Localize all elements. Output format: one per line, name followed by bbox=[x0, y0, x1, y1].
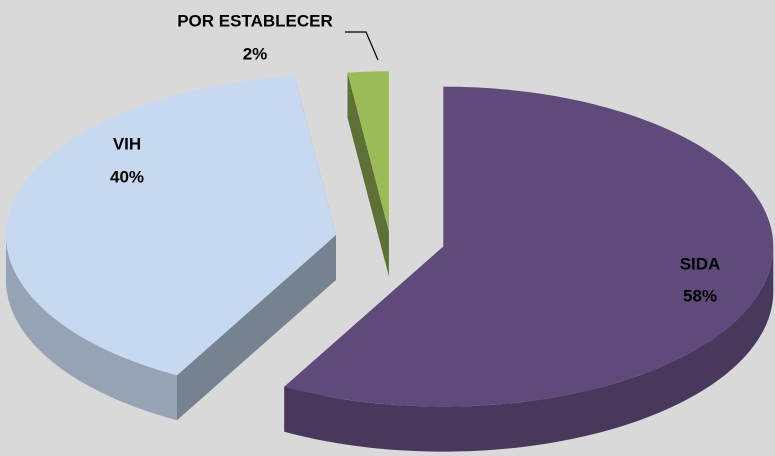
slice-value-label: 2% bbox=[243, 44, 268, 63]
slice-label: VIH bbox=[113, 134, 141, 153]
slice bbox=[347, 71, 389, 232]
slice-value-label: 58% bbox=[683, 286, 717, 305]
slice bbox=[6, 76, 336, 376]
leader-line bbox=[345, 31, 379, 61]
slice-side bbox=[177, 235, 336, 421]
slice-value-label: 40% bbox=[110, 167, 144, 186]
slice-wall bbox=[6, 235, 177, 421]
slice bbox=[284, 86, 774, 407]
slice-label: SIDA bbox=[680, 254, 721, 273]
slice-wall bbox=[284, 246, 774, 452]
slice-side bbox=[347, 72, 389, 277]
slice-label: POR ESTABLECER bbox=[177, 11, 333, 30]
